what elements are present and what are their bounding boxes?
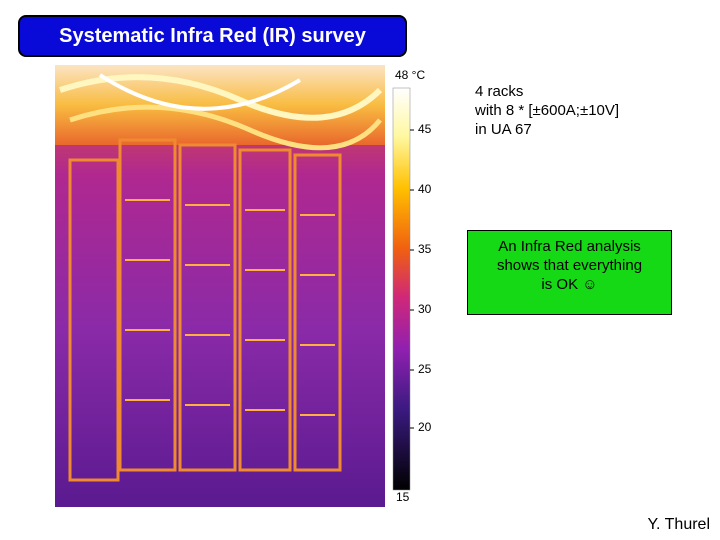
scale-label: 25	[418, 362, 432, 376]
note-line: in UA 67	[475, 121, 532, 138]
callout: An Infra Red analysis shows that everyth…	[467, 230, 672, 315]
callout-line: An Infra Red analysis	[498, 238, 641, 255]
note-line: with 8 * [±600A;±10V]	[475, 102, 620, 119]
callout-line: shows that everything	[496, 257, 643, 274]
note-line: 4 racks	[475, 83, 524, 100]
scale-label: 30	[418, 302, 432, 316]
notes: 4 racks with 8 * [±600A;±10V] in UA 67	[475, 82, 619, 139]
scale-label: 15	[396, 490, 410, 504]
ir-image	[55, 65, 385, 507]
scale-label: 45	[418, 122, 432, 136]
author: Y. Thurel	[647, 516, 710, 533]
scale-unit: 48 °C	[395, 68, 425, 82]
slide-title: Systematic Infra Red (IR) survey	[18, 15, 407, 57]
scale-label: 35	[418, 242, 432, 256]
color-scale	[392, 87, 411, 491]
scale-label: 40	[418, 182, 432, 196]
callout-line: is OK ☺	[541, 276, 598, 293]
scale-labels: 45 40 35 30 25 20 15	[396, 122, 432, 504]
scale-label: 20	[418, 420, 432, 434]
